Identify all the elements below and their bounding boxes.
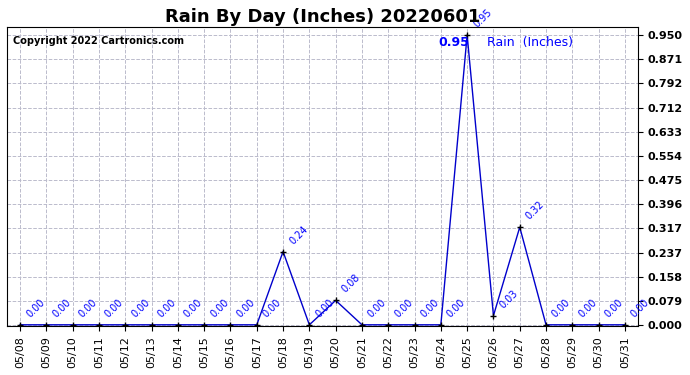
Text: 0.00: 0.00 bbox=[419, 297, 441, 319]
Title: Rain By Day (Inches) 20220601: Rain By Day (Inches) 20220601 bbox=[165, 8, 480, 26]
Text: 0.00: 0.00 bbox=[156, 297, 178, 319]
Text: 0.08: 0.08 bbox=[340, 273, 362, 295]
Text: 0.00: 0.00 bbox=[77, 297, 99, 319]
Text: 0.00: 0.00 bbox=[550, 297, 573, 319]
Text: 0.00: 0.00 bbox=[577, 297, 599, 319]
Text: 0.00: 0.00 bbox=[629, 297, 651, 319]
Text: 0.32: 0.32 bbox=[524, 200, 546, 222]
Text: 0.00: 0.00 bbox=[208, 297, 230, 319]
Text: 0.00: 0.00 bbox=[182, 297, 204, 319]
Text: 0.00: 0.00 bbox=[445, 297, 467, 319]
Text: 0.00: 0.00 bbox=[24, 297, 46, 319]
Text: Copyright 2022 Cartronics.com: Copyright 2022 Cartronics.com bbox=[13, 36, 184, 46]
Text: 0.03: 0.03 bbox=[497, 288, 520, 310]
Text: 0.24: 0.24 bbox=[287, 224, 310, 246]
Text: 0.00: 0.00 bbox=[261, 297, 283, 319]
Text: Rain  (Inches): Rain (Inches) bbox=[486, 36, 573, 50]
Text: 0.95: 0.95 bbox=[471, 7, 493, 30]
Text: 0.00: 0.00 bbox=[103, 297, 126, 319]
Text: 0.00: 0.00 bbox=[235, 297, 257, 319]
Text: 0.00: 0.00 bbox=[130, 297, 152, 319]
Text: 0.00: 0.00 bbox=[393, 297, 415, 319]
Text: 0.00: 0.00 bbox=[50, 297, 72, 319]
Text: 0.00: 0.00 bbox=[603, 297, 625, 319]
Text: 0.00: 0.00 bbox=[313, 297, 336, 319]
Text: 0.00: 0.00 bbox=[366, 297, 388, 319]
Text: 0.95: 0.95 bbox=[438, 36, 469, 50]
